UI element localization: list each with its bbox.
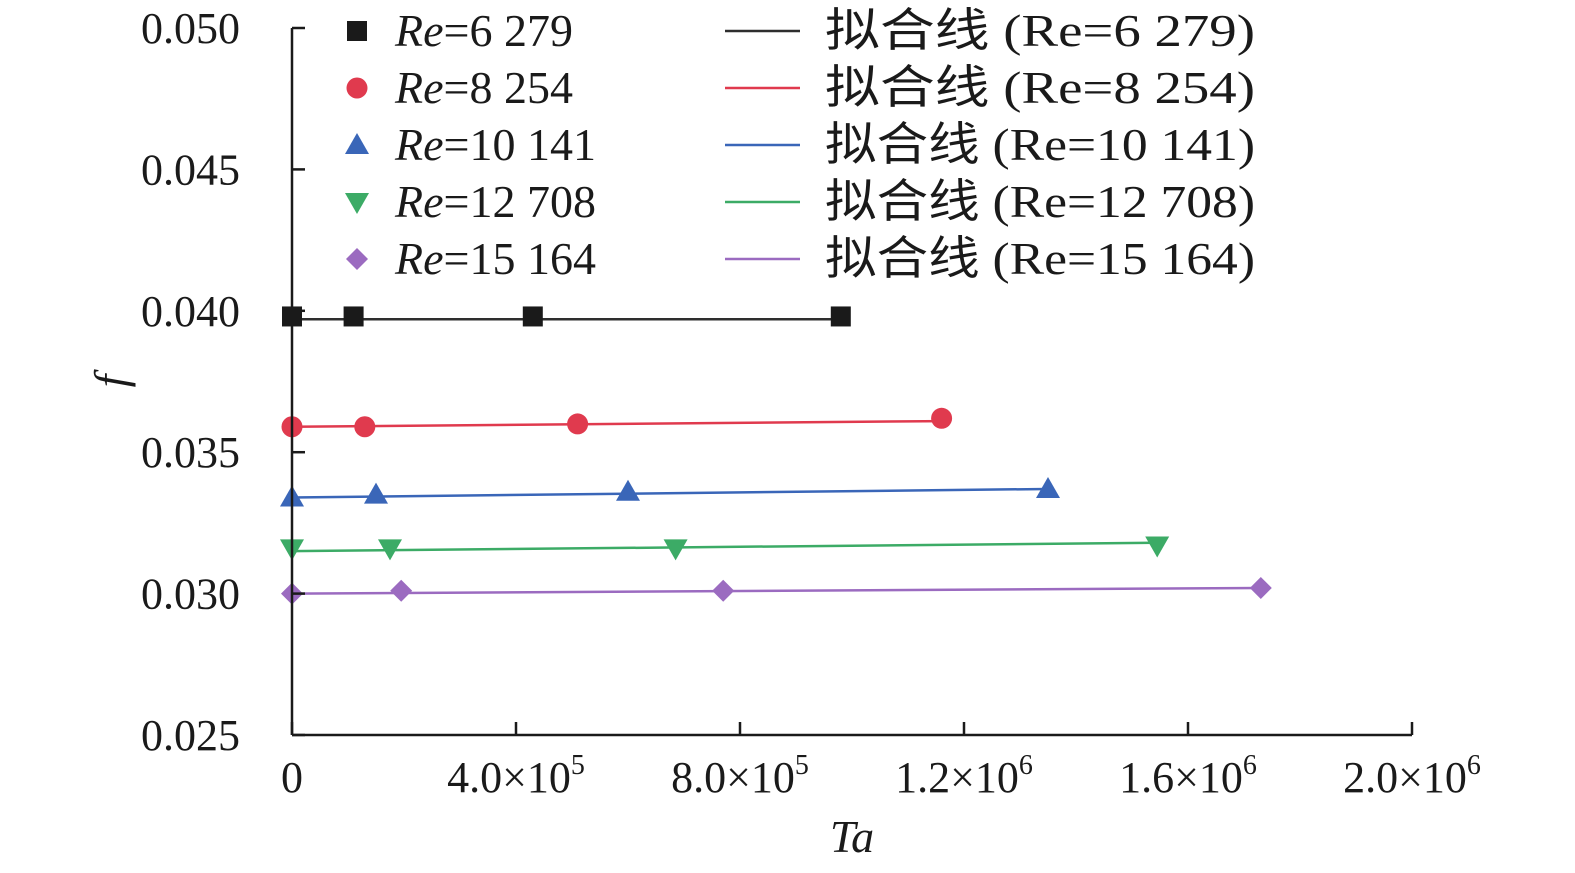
- re-symbol: Re: [394, 176, 444, 227]
- y-tick-label: 0.040: [141, 287, 240, 336]
- legend-marker: [347, 21, 367, 41]
- legend-item: Re=12 708: [345, 176, 596, 227]
- fit-line: [291, 586, 1261, 595]
- legend-item: Re=6 279: [347, 5, 573, 56]
- legend-fit-item: 拟合线 (Re=6 279): [725, 5, 1255, 56]
- re-symbol: Re: [394, 119, 444, 170]
- legend-fit-item: 拟合线 (Re=12 708): [725, 176, 1255, 227]
- y-tick-label: 0.025: [141, 711, 240, 760]
- y-tick-label: 0.035: [141, 428, 240, 477]
- fit-line: [291, 541, 1158, 553]
- x-tick-exponent: 6: [1019, 750, 1033, 781]
- x-tick-mantissa: 4.0×10: [447, 753, 571, 802]
- legend-label: Re=12 708: [394, 176, 596, 227]
- x-tick-mantissa: 1.6×10: [1119, 753, 1243, 802]
- x-tick-mantissa: 2.0×10: [1343, 753, 1467, 802]
- data-point: [522, 306, 543, 327]
- legend-marker: [346, 77, 368, 99]
- legend: Re=6 279 拟合线 (Re=6 279)Re=8 254 拟合线 (Re=8 …: [345, 5, 1255, 284]
- x-tick-exponent: 6: [1467, 750, 1481, 781]
- y-tick-label: 0.030: [141, 570, 240, 619]
- legend-fit-label: 拟合线 (Re=12 708): [825, 176, 1255, 227]
- data-point: [1036, 476, 1060, 498]
- re-value: =12 708: [444, 176, 596, 227]
- legend-marker: [345, 193, 369, 214]
- legend-fit-item: 拟合线 (Re=8 254): [725, 62, 1255, 113]
- x-tick-exponent: 6: [1243, 750, 1257, 781]
- data-point: [616, 479, 640, 501]
- x-tick-exponent: 5: [795, 750, 809, 781]
- data-point: [830, 306, 851, 327]
- fit-line: [291, 419, 942, 428]
- y-tick-label: 0.045: [141, 145, 240, 194]
- legend-item: Re=15 164: [346, 233, 596, 284]
- legend-fit-label: 拟合线 (Re=10 141): [825, 119, 1255, 170]
- legend-item: Re=8 254: [346, 62, 573, 113]
- re-value: =15 164: [444, 233, 596, 284]
- data-point: [712, 579, 735, 602]
- data-point: [663, 539, 688, 561]
- legend-label: Re=10 141: [394, 119, 596, 170]
- data-point: [364, 482, 388, 504]
- plot-area: [280, 306, 1272, 605]
- re-symbol: Re: [394, 233, 444, 284]
- legend-label: Re=8 254: [394, 62, 573, 113]
- re-value: =8 254: [444, 62, 573, 113]
- axes: [290, 28, 1412, 737]
- x-tick-label: 8.0×105: [671, 750, 809, 802]
- x-tick-mantissa: 0: [281, 753, 303, 802]
- x-tick-mantissa: 8.0×10: [671, 753, 795, 802]
- data-point: [343, 306, 364, 327]
- series-2: [281, 407, 953, 438]
- legend-fit-label: 拟合线 (Re=8 254): [825, 62, 1255, 113]
- x-tick-label: 1.2×106: [895, 750, 1033, 802]
- x-tick-label: 0: [281, 753, 303, 802]
- x-axis-title: Ta: [830, 811, 874, 862]
- legend-marker: [345, 133, 369, 154]
- x-tick-exponent: 5: [571, 750, 585, 781]
- data-point: [567, 413, 589, 435]
- data-point: [378, 539, 402, 561]
- series-1: [282, 306, 851, 327]
- legend-fit-label: 拟合线 (Re=15 164): [825, 233, 1255, 284]
- fit-line: [291, 487, 1049, 499]
- legend-fit-item: 拟合线 (Re=15 164): [725, 233, 1255, 284]
- legend-label: Re=15 164: [394, 233, 596, 284]
- re-symbol: Re: [394, 5, 444, 56]
- x-tick-label: 1.6×106: [1119, 750, 1257, 802]
- y-axis-title: f: [85, 368, 136, 387]
- re-value: =10 141: [444, 119, 596, 170]
- legend-label: Re=6 279: [394, 5, 573, 56]
- x-tick-label: 4.0×105: [447, 750, 585, 802]
- series-3: [280, 476, 1060, 507]
- data-point: [354, 416, 376, 438]
- legend-marker: [346, 248, 368, 270]
- series-5: [281, 576, 1272, 605]
- series-4: [280, 536, 1170, 561]
- legend-fit-label: 拟合线 (Re=6 279): [825, 5, 1255, 56]
- legend-fit-item: 拟合线 (Re=10 141): [725, 119, 1255, 170]
- data-point: [390, 579, 413, 602]
- y-tick-label: 0.050: [141, 4, 240, 53]
- data-point: [1145, 536, 1170, 558]
- data-point: [931, 407, 953, 429]
- data-point: [1249, 576, 1272, 599]
- re-value: =6 279: [444, 5, 573, 56]
- re-symbol: Re: [394, 62, 444, 113]
- x-tick-mantissa: 1.2×10: [895, 753, 1019, 802]
- legend-item: Re=10 141: [345, 119, 596, 170]
- x-tick-label: 2.0×106: [1343, 750, 1481, 802]
